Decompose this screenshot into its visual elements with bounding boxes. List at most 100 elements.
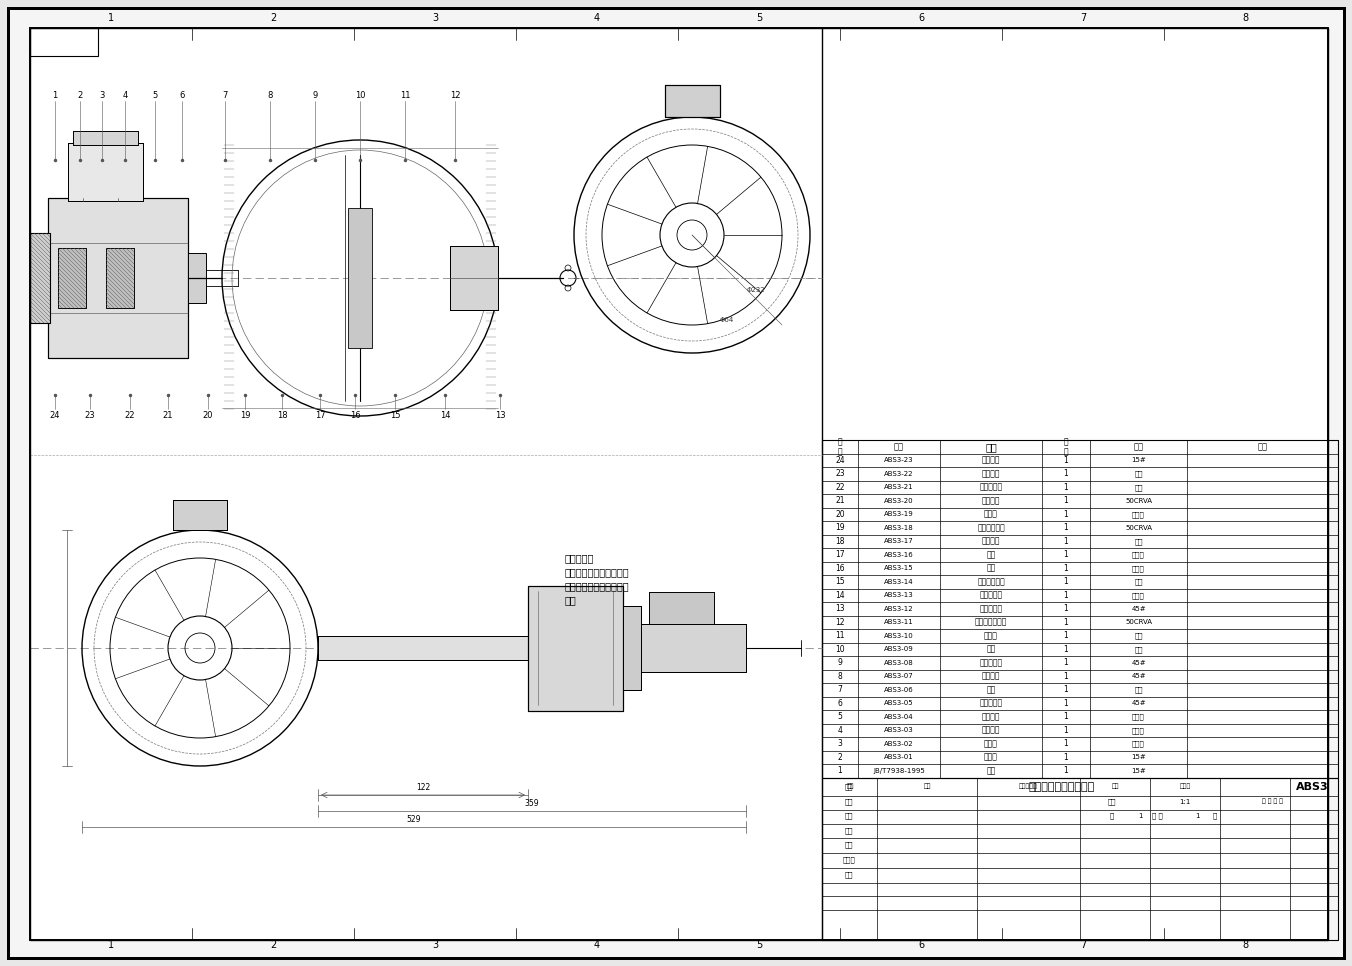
Text: 后缸弹簧: 后缸弹簧 <box>982 497 1000 505</box>
Text: 15: 15 <box>836 578 845 586</box>
Text: 橡胶: 橡胶 <box>1134 646 1142 653</box>
Text: 1: 1 <box>1138 812 1142 818</box>
Text: 18: 18 <box>277 411 288 419</box>
Bar <box>105 248 134 308</box>
Bar <box>73 131 138 145</box>
Text: 14: 14 <box>836 591 845 600</box>
Text: 4: 4 <box>594 940 600 950</box>
Text: 月 茨 草 夫: 月 茨 草 夫 <box>1261 799 1283 805</box>
Text: 6: 6 <box>918 13 923 23</box>
Text: 1: 1 <box>1064 456 1068 465</box>
Text: 2: 2 <box>77 91 82 99</box>
Text: 1: 1 <box>108 13 114 23</box>
Text: 工艺: 工艺 <box>845 841 853 848</box>
Text: ABS3-20: ABS3-20 <box>884 497 914 503</box>
Bar <box>529 586 623 711</box>
Text: 标准化: 标准化 <box>842 856 856 863</box>
Text: 签名: 签名 <box>1111 783 1118 789</box>
Text: 17: 17 <box>315 411 326 419</box>
Bar <box>529 586 623 711</box>
Text: 1: 1 <box>1064 712 1068 722</box>
Text: 10: 10 <box>836 644 845 654</box>
Text: 控制阀推杆: 控制阀推杆 <box>979 605 1003 613</box>
Text: 灰铸铁: 灰铸铁 <box>1132 727 1145 733</box>
Text: 橡胶: 橡胶 <box>1134 484 1142 491</box>
Text: 1: 1 <box>838 766 842 776</box>
Text: 后缸回位弹簧: 后缸回位弹簧 <box>977 524 1005 532</box>
Text: 油箱盖: 油箱盖 <box>984 753 998 762</box>
Text: 1: 1 <box>1064 578 1068 586</box>
Text: 皮膜托盘: 皮膜托盘 <box>982 671 1000 681</box>
Text: 12: 12 <box>450 91 460 99</box>
Bar <box>73 131 138 145</box>
Text: 比例: 比例 <box>1107 798 1117 805</box>
Text: 橡胶反作用盘: 橡胶反作用盘 <box>977 578 1005 586</box>
Text: ABS3-05: ABS3-05 <box>884 700 914 706</box>
Text: 真空助力器各配件连接要: 真空助力器各配件连接要 <box>565 581 630 591</box>
Bar <box>450 246 498 310</box>
Text: ABS3-16: ABS3-16 <box>884 552 914 557</box>
Text: 橡胶: 橡胶 <box>1134 470 1142 477</box>
Text: 材料: 材料 <box>1133 442 1144 451</box>
Bar <box>623 606 641 690</box>
Text: 1: 1 <box>53 91 58 99</box>
Text: 处数: 处数 <box>923 783 930 789</box>
Text: 1: 1 <box>1064 685 1068 695</box>
Text: 橡胶: 橡胶 <box>1134 579 1142 585</box>
Text: 10: 10 <box>354 91 365 99</box>
Text: 皮膜: 皮膜 <box>987 685 995 695</box>
Text: ABS3-04: ABS3-04 <box>884 714 914 720</box>
Text: ABS3-08: ABS3-08 <box>884 660 914 666</box>
Text: 主缸体: 主缸体 <box>984 739 998 749</box>
Text: 5: 5 <box>756 13 763 23</box>
Text: 22: 22 <box>836 483 845 492</box>
Text: 7: 7 <box>1080 940 1086 950</box>
Text: 17: 17 <box>836 551 845 559</box>
Text: 制图: 制图 <box>845 812 853 819</box>
Text: ABS3-07: ABS3-07 <box>884 673 914 679</box>
Text: 50CRVA: 50CRVA <box>1125 619 1152 625</box>
Text: 8: 8 <box>268 91 273 99</box>
Text: 7: 7 <box>837 685 842 695</box>
Text: 8: 8 <box>838 671 842 681</box>
Text: ABS3-10: ABS3-10 <box>884 633 914 639</box>
Text: 前缸皮碗: 前缸皮碗 <box>982 469 1000 478</box>
Text: 1: 1 <box>1195 812 1199 818</box>
Text: 16: 16 <box>836 564 845 573</box>
Text: 5: 5 <box>756 940 763 950</box>
Text: 页 第: 页 第 <box>1152 812 1163 819</box>
Bar <box>822 778 1338 940</box>
Text: 技术要求：: 技术要求： <box>565 553 595 563</box>
Bar <box>665 85 721 117</box>
Text: 数
量: 数 量 <box>1064 437 1068 457</box>
Text: 14: 14 <box>439 411 450 419</box>
Text: 名称: 名称 <box>986 441 996 452</box>
Text: 标记: 标记 <box>846 783 853 789</box>
Text: ABS3-13: ABS3-13 <box>884 592 914 598</box>
Text: 122: 122 <box>416 782 430 791</box>
Text: 1: 1 <box>1064 631 1068 640</box>
Text: 7: 7 <box>222 91 227 99</box>
Text: 1: 1 <box>1064 510 1068 519</box>
Text: 4: 4 <box>123 91 127 99</box>
Text: 更改文件号: 更改文件号 <box>1018 783 1037 789</box>
Text: 6: 6 <box>918 940 923 950</box>
Text: 1: 1 <box>1064 469 1068 478</box>
Text: 橡胶: 橡胶 <box>1134 538 1142 545</box>
Text: 1: 1 <box>1064 766 1068 776</box>
Bar <box>105 248 134 308</box>
Text: 1: 1 <box>1064 617 1068 627</box>
Text: 8: 8 <box>1242 940 1248 950</box>
Bar <box>649 592 714 624</box>
Text: 19: 19 <box>836 524 845 532</box>
Text: ABS3-09: ABS3-09 <box>884 646 914 652</box>
Text: 1: 1 <box>1064 591 1068 600</box>
Text: ABS3-02: ABS3-02 <box>884 741 914 747</box>
Text: 橡胶: 橡胶 <box>1134 633 1142 639</box>
Text: 8: 8 <box>1242 13 1248 23</box>
Text: 前缸弹簧: 前缸弹簧 <box>982 456 1000 465</box>
Text: 1: 1 <box>1064 497 1068 505</box>
Text: 第一活塞: 第一活塞 <box>982 712 1000 722</box>
Text: 50CRVA: 50CRVA <box>1125 525 1152 530</box>
Text: 1: 1 <box>1064 739 1068 749</box>
